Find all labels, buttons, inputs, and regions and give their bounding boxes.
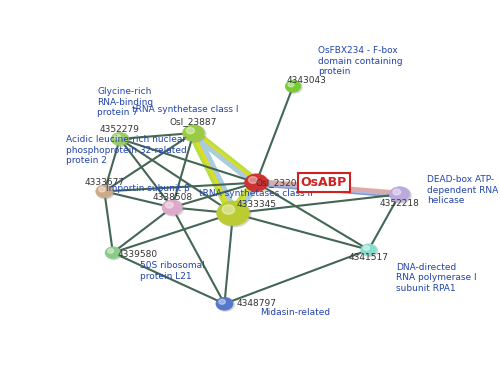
Text: 4348797: 4348797 [236, 299, 276, 308]
Text: 4333677: 4333677 [84, 177, 124, 186]
Text: 4338508: 4338508 [152, 193, 192, 202]
Circle shape [217, 298, 234, 311]
Circle shape [114, 135, 120, 139]
Text: OsFBX234 - F-box
domain containing
protein: OsFBX234 - F-box domain containing prote… [318, 46, 403, 76]
Text: Glycine-rich
RNA-binding
protein 7: Glycine-rich RNA-binding protein 7 [98, 87, 154, 117]
Circle shape [108, 249, 114, 253]
Circle shape [166, 202, 173, 208]
Text: OsI_23887: OsI_23887 [170, 117, 217, 127]
Text: Importin subunit β: Importin subunit β [106, 184, 190, 193]
Circle shape [288, 82, 294, 87]
Text: Midasin-related: Midasin-related [260, 308, 330, 317]
Circle shape [393, 189, 400, 195]
Circle shape [216, 298, 233, 310]
Circle shape [112, 132, 128, 145]
Text: Acidic leucine-rich nuclear
phosphoprotein 32-related
protein 2: Acidic leucine-rich nuclear phosphoprote… [66, 135, 187, 165]
Circle shape [390, 188, 411, 203]
Circle shape [364, 246, 370, 250]
Circle shape [248, 177, 258, 183]
Circle shape [361, 244, 376, 255]
Circle shape [162, 200, 182, 215]
Circle shape [96, 185, 113, 198]
Circle shape [286, 80, 301, 92]
Circle shape [362, 245, 378, 257]
Text: OsI_23209: OsI_23209 [256, 178, 303, 187]
Circle shape [112, 133, 130, 146]
Text: tRNA synthetase class I: tRNA synthetase class I [132, 105, 239, 114]
Text: 50S ribosomal
protein L21: 50S ribosomal protein L21 [140, 262, 205, 281]
Text: 4352218: 4352218 [380, 199, 420, 208]
Text: 4352279: 4352279 [100, 125, 140, 134]
Circle shape [184, 125, 206, 142]
Circle shape [105, 247, 120, 258]
Circle shape [216, 201, 250, 226]
Circle shape [163, 200, 184, 216]
Circle shape [218, 202, 251, 227]
Circle shape [286, 81, 302, 93]
Text: DEAD-box ATP-
dependent RNA
helicase: DEAD-box ATP- dependent RNA helicase [427, 175, 498, 205]
Circle shape [244, 174, 268, 191]
Text: 4339580: 4339580 [118, 250, 158, 258]
Text: OsABP: OsABP [301, 176, 347, 189]
Circle shape [219, 299, 226, 304]
Circle shape [246, 175, 270, 193]
Circle shape [186, 127, 194, 134]
Circle shape [222, 205, 234, 214]
Circle shape [390, 187, 409, 202]
Text: 4343043: 4343043 [286, 76, 327, 85]
Text: 4333345: 4333345 [236, 200, 276, 209]
Text: tRNA synthetases class II: tRNA synthetases class II [200, 189, 313, 198]
Text: DNA-directed
RNA polymerase I
subunit RPA1: DNA-directed RNA polymerase I subunit RP… [396, 263, 476, 293]
Circle shape [182, 125, 204, 141]
Circle shape [106, 247, 122, 260]
Text: 4341517: 4341517 [348, 254, 389, 262]
Circle shape [98, 187, 105, 192]
Circle shape [97, 186, 114, 199]
